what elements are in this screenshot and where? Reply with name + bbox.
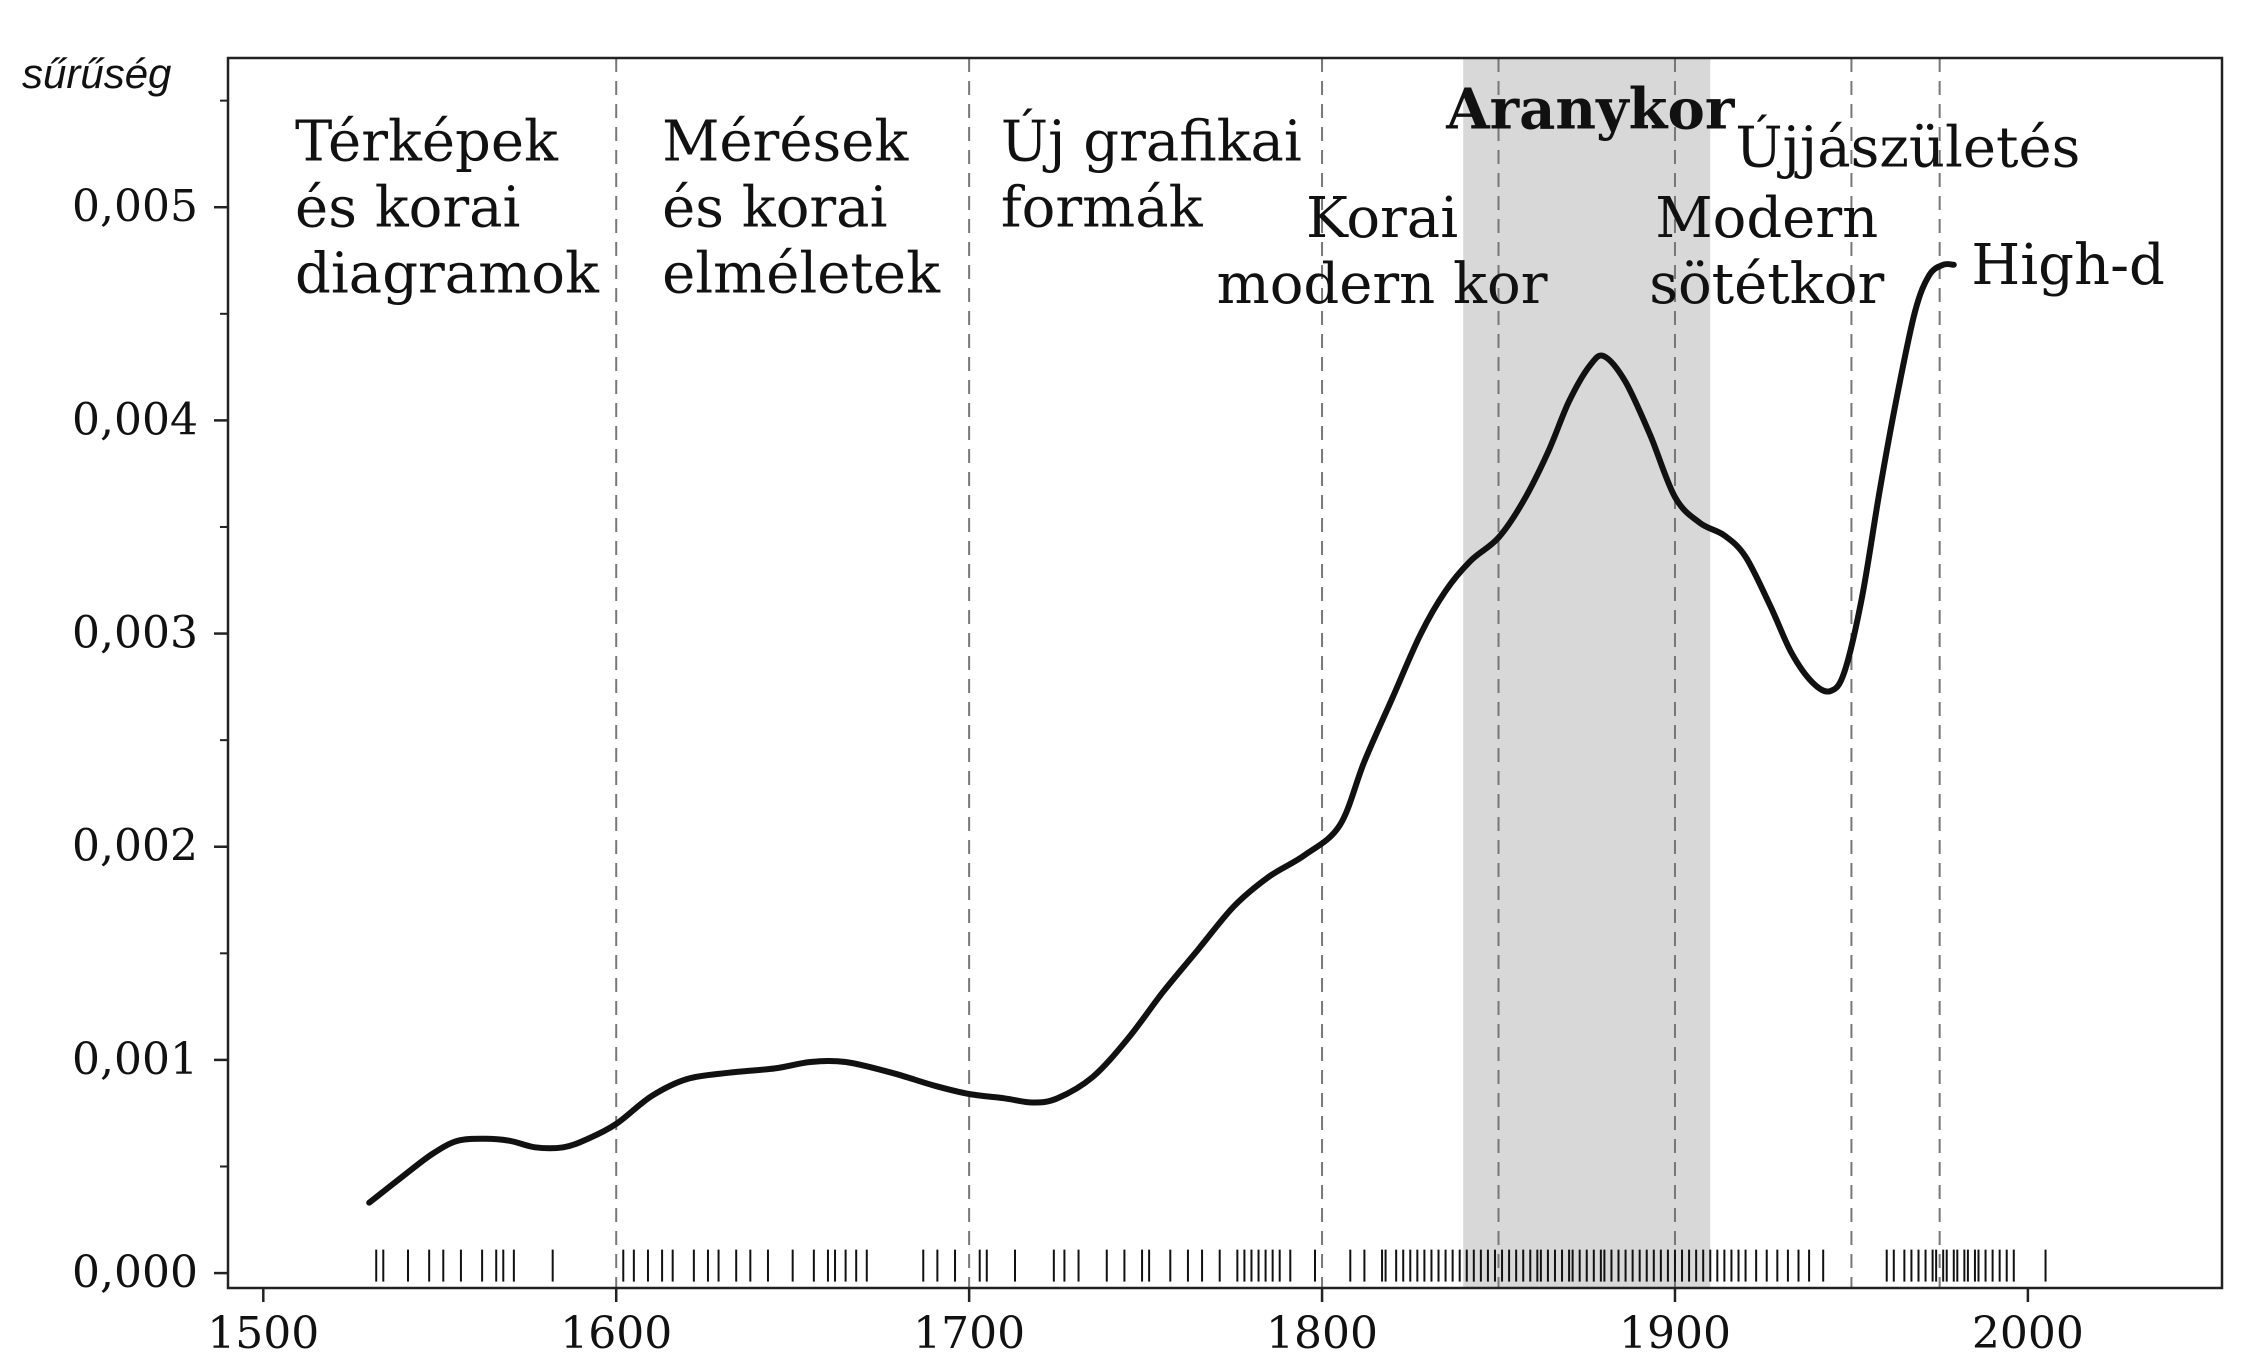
aranykor-band: [1463, 58, 1711, 1288]
era-label-line: Újjászületés: [1735, 114, 2080, 181]
x-axis: 1500 1600 1700 1800 1900 2000: [207, 1288, 2084, 1355]
x-tick-label: 2000: [1972, 1308, 2084, 1350]
x-tick-label: 1500: [207, 1308, 319, 1350]
era-label: Modern sötétkor: [1649, 186, 1884, 317]
density-curve-group: [366, 261, 1957, 1206]
y-axis-title: sűrűség: [22, 50, 171, 97]
era-label-line: diagramok: [295, 241, 600, 306]
x-tick-label: 1800: [1266, 1308, 1378, 1350]
y-tick-label: 0,002: [72, 821, 198, 872]
y-tick-label: 0,005: [72, 181, 198, 232]
era-label-line: High-d: [1971, 233, 2164, 298]
y-axis: 0,000 0,001 0,002 0,003 0,004 0,005: [72, 99, 228, 1298]
era-label: Korai modern kor: [1217, 186, 1548, 317]
density-curve: [366, 261, 1957, 1206]
era-label-line: elméletek: [662, 241, 941, 306]
era-label-line: Térképek: [295, 109, 559, 174]
y-tick-label: 0,004: [72, 394, 198, 445]
era-label-line: sötétkor: [1649, 252, 1884, 317]
rug-marks: [375, 1249, 2047, 1282]
x-tick-label: 1700: [913, 1308, 1025, 1350]
x-tick-label: 1900: [1619, 1308, 1731, 1350]
era-label-line: formák: [1001, 175, 1204, 240]
era-label-line: Aranykor: [1445, 76, 1736, 142]
plot-frame: [226, 56, 2224, 1290]
y-tick-label: 0,003: [72, 608, 198, 659]
era-label-line: Modern: [1655, 186, 1878, 251]
era-label: Mérések és korai elméletek: [662, 109, 941, 306]
era-label-line: Mérések: [662, 109, 909, 174]
era-label: High-d: [1971, 233, 2164, 298]
era-label: Aranykor: [1445, 76, 1736, 142]
y-tick-label: 0,000: [72, 1247, 198, 1298]
era-dividers: [615, 58, 1941, 1288]
highlight-bands: [1463, 58, 1711, 1288]
x-tick-label: 1600: [560, 1308, 672, 1350]
era-label-line: és korai: [662, 175, 887, 240]
era-label-line: Új grafikai: [1001, 107, 1302, 174]
era-label: Új grafikai formák: [1001, 107, 1302, 240]
y-tick-label: 0,001: [72, 1034, 198, 1085]
era-label: Térképek és korai diagramok: [295, 109, 600, 306]
plot-border: [226, 56, 2224, 1290]
era-label-line: és korai: [295, 175, 520, 240]
era-label-line: Korai: [1306, 186, 1458, 251]
era-label-line: modern kor: [1217, 252, 1548, 317]
era-label: Újjászületés: [1735, 114, 2080, 181]
